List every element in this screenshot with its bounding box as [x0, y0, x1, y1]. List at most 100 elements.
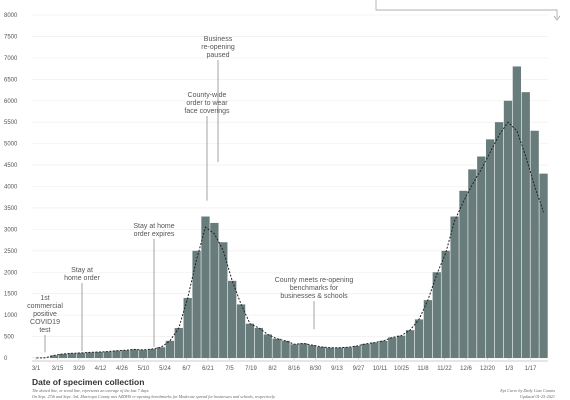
bar [459, 190, 468, 358]
bar [494, 122, 504, 358]
x-tick-label: 8/30 [310, 366, 322, 372]
x-tick-label: 9/13 [331, 366, 343, 372]
x-tick-label: 3/15 [52, 366, 64, 372]
bar [352, 345, 361, 358]
y-tick-label: 4000 [4, 185, 18, 191]
bar [379, 340, 388, 358]
footer-note-2: On Sept. 27th and Sept. 3rd, Maricopa Co… [32, 394, 276, 400]
y-tick-label: 500 [4, 335, 15, 341]
bar [299, 343, 308, 358]
bar [219, 242, 228, 358]
bars-group [32, 66, 548, 359]
x-tick-label: 11/22 [437, 366, 452, 372]
bar [521, 92, 530, 359]
x-tick-label: 8/2 [268, 366, 277, 372]
bar [112, 350, 121, 358]
y-tick-label: 7000 [4, 56, 18, 62]
bar [512, 66, 522, 358]
y-tick-label: 4500 [4, 163, 18, 169]
bar [397, 335, 406, 358]
bar [183, 297, 192, 358]
y-tick-label: 5000 [4, 142, 18, 148]
bar [147, 348, 157, 358]
annotation-text: positive [33, 311, 57, 318]
bar [343, 347, 352, 358]
trend-line [36, 121, 545, 359]
y-tick-label: 0 [4, 356, 8, 362]
bar [272, 338, 281, 358]
y-tick-label: 3000 [4, 227, 18, 233]
x-tick-label: 7/19 [245, 366, 257, 372]
x-tick-label: 3/29 [73, 366, 85, 372]
annotation-text: paused [207, 52, 230, 59]
x-tick-label: 5/10 [138, 366, 150, 372]
footer-credit-1: Epi Curve by Daily Case Counts [499, 388, 555, 393]
bar [85, 352, 94, 358]
x-tick-label: 1/17 [525, 366, 537, 372]
bar [236, 304, 246, 358]
x-tick-label: 7/5 [225, 366, 234, 372]
x-tick-label: 1/3 [505, 366, 514, 372]
x-axis-title: Date of specimen collection [32, 377, 144, 387]
bar [67, 353, 77, 358]
x-tick-label: 12/20 [480, 366, 496, 372]
x-tick-label: 4/26 [116, 366, 128, 372]
bar [210, 222, 219, 358]
y-tick-label: 5500 [4, 120, 18, 126]
annotation-text: test [39, 327, 50, 334]
bar [165, 340, 175, 358]
y-tick-label: 6500 [4, 77, 18, 83]
bar [103, 351, 112, 358]
annotation-text: businesses & schools [280, 293, 348, 300]
x-tick-label: 6/7 [182, 366, 191, 372]
bar [94, 351, 103, 358]
bar [192, 250, 201, 358]
bar [468, 169, 477, 358]
bar [423, 300, 433, 358]
bar [121, 350, 130, 358]
y-tick-label: 3500 [4, 206, 18, 212]
bar [539, 173, 548, 358]
x-tick-label: 5/24 [159, 366, 171, 372]
x-tick-label: 10/11 [373, 366, 388, 372]
annotation-text: re-opening [201, 44, 235, 51]
bar [432, 272, 441, 358]
bar [361, 343, 370, 358]
bar [477, 156, 486, 358]
bar [130, 349, 139, 358]
bar [174, 327, 183, 358]
bar [245, 323, 255, 358]
y-tick-label: 2500 [4, 249, 18, 255]
x-tick-label: 8/16 [288, 366, 300, 372]
y-tick-label: 7500 [4, 34, 18, 40]
bar [441, 250, 450, 358]
annotation-text: home order [64, 275, 100, 282]
bar [76, 352, 86, 358]
bar [201, 216, 210, 358]
bar [370, 342, 379, 358]
annotation-text: County meets re-opening [275, 277, 354, 284]
x-tick-label: 6/21 [202, 366, 214, 372]
bar [405, 330, 415, 358]
gridlines [32, 14, 548, 359]
bar [263, 334, 272, 358]
bar [503, 100, 513, 358]
annotation-text: Business [204, 36, 233, 43]
x-tick-label: 12/6 [460, 366, 472, 372]
bar [139, 349, 148, 358]
y-tick-label: 6000 [4, 99, 18, 105]
bar [281, 340, 290, 358]
x-tick-label: 3/1 [32, 366, 41, 372]
annotation-text: 1st [40, 295, 49, 302]
bar [334, 347, 344, 358]
bar [50, 355, 59, 358]
bar [228, 280, 237, 358]
